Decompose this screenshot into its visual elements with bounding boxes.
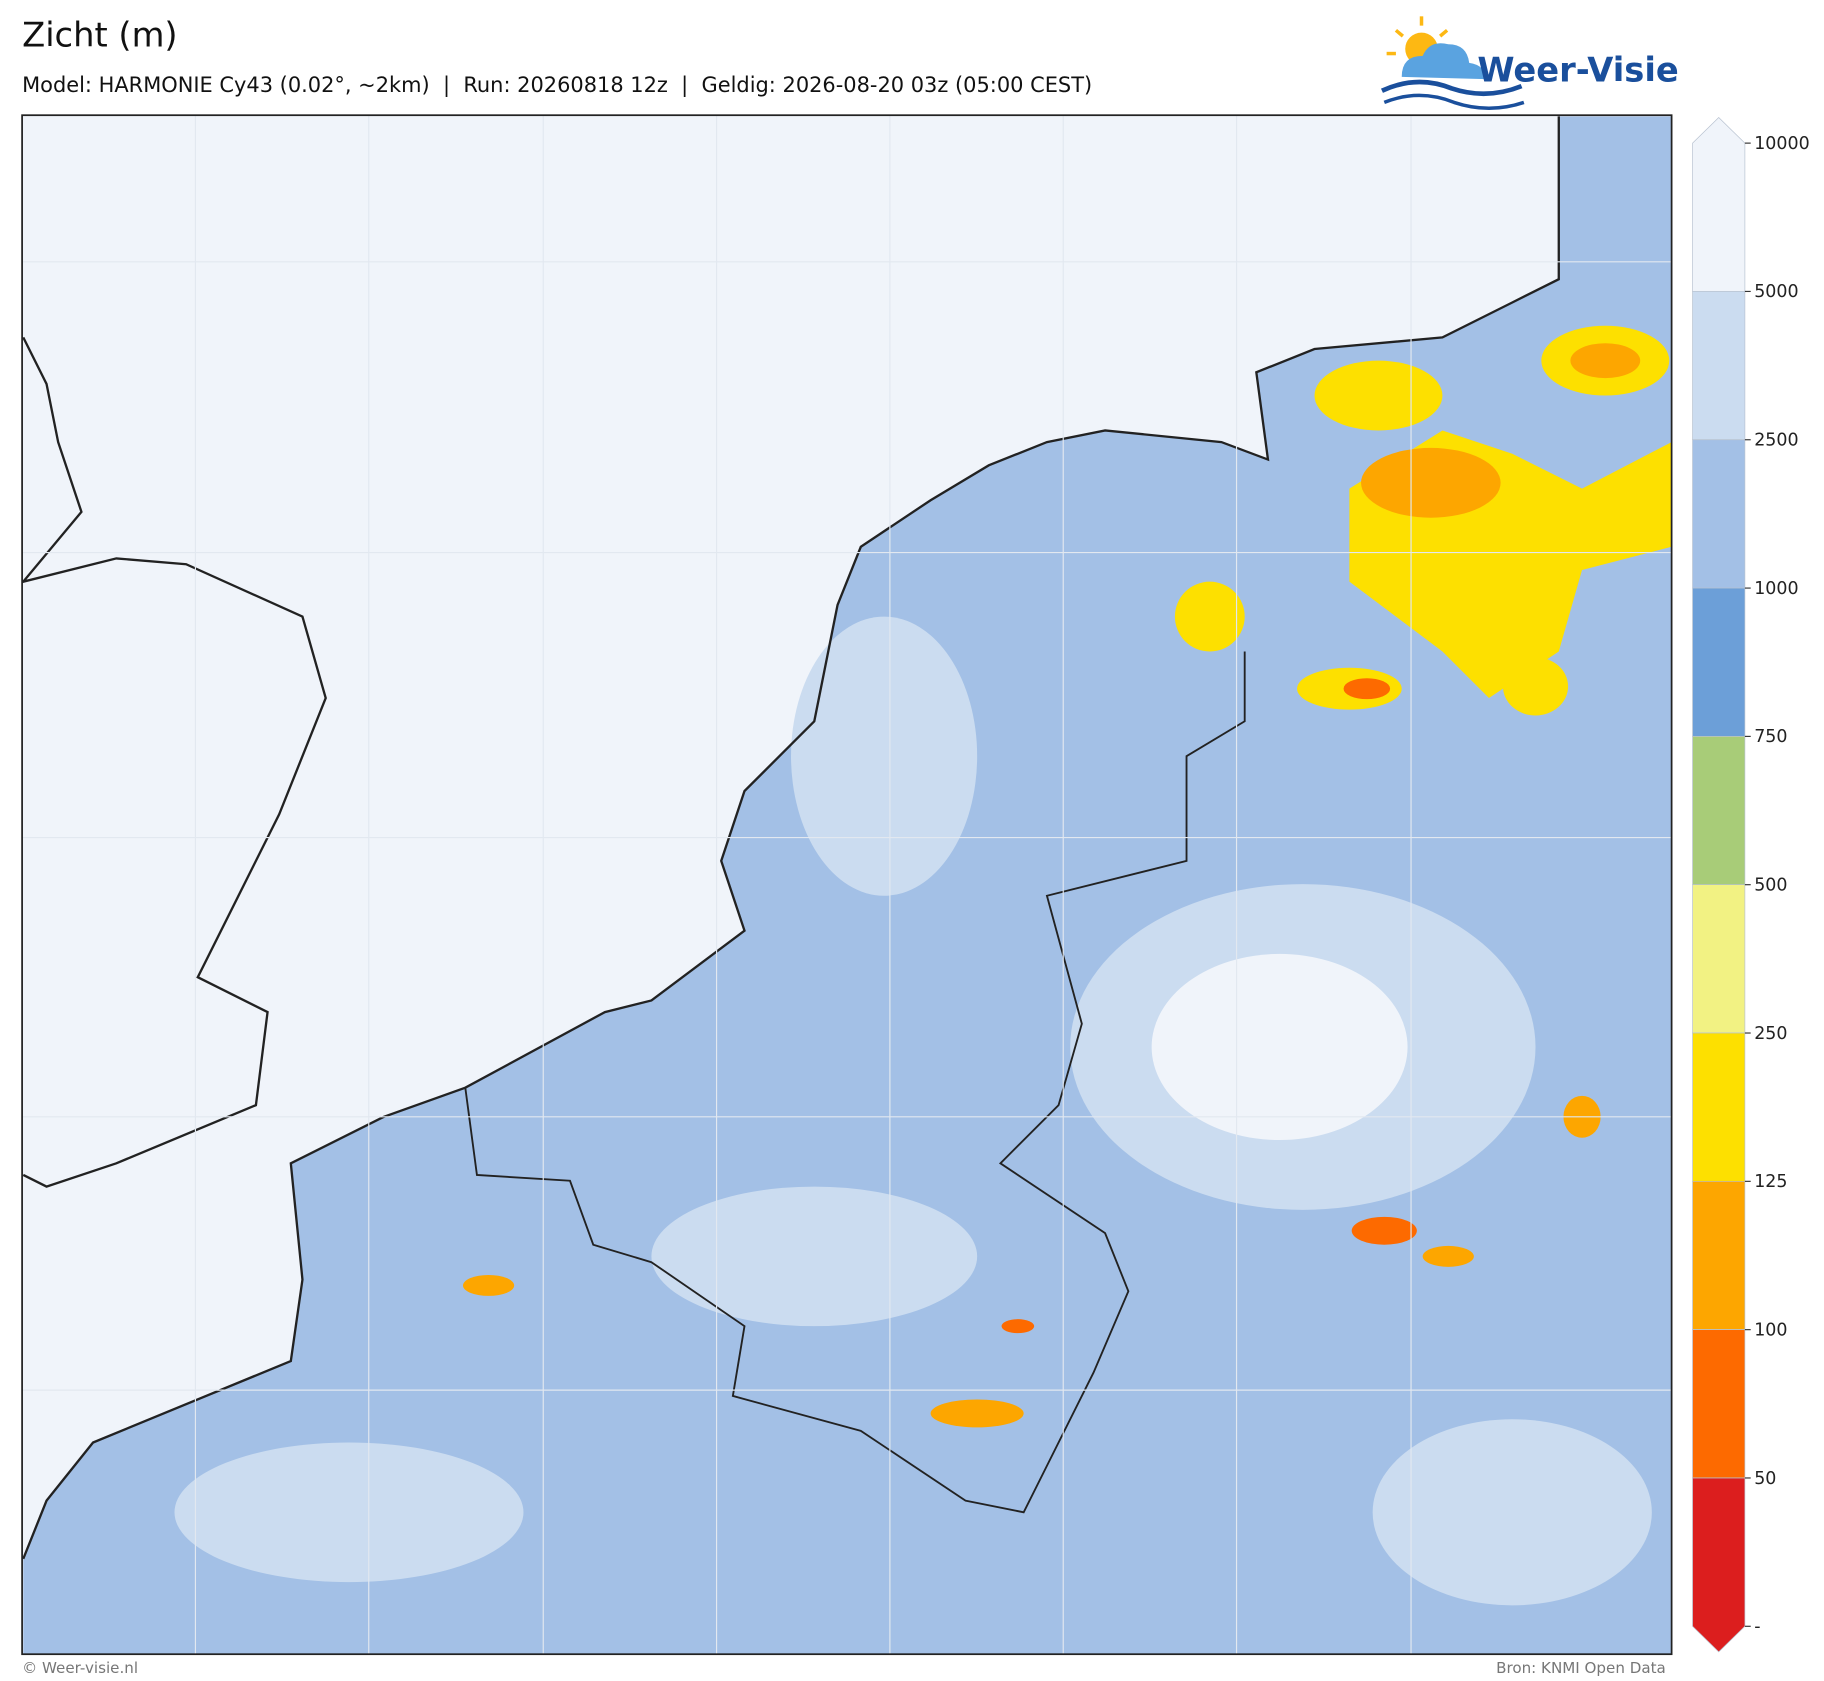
colorbar-label: 50 [1754,1469,1776,1489]
logo: Weer-Visie [1380,16,1679,110]
colorbar-label: 100 [1754,1320,1787,1340]
colorbar-segment [1692,1180,1746,1331]
colorbar-segment [1692,291,1746,441]
footer-left: © Weer-visie.nl [22,1659,138,1677]
colorbar-label: 10000 [1754,134,1809,154]
colorbar-label: 1000 [1754,579,1798,599]
colorbar-label: 5000 [1754,282,1798,302]
map [21,114,1673,1656]
colorbar-segment [1692,736,1746,886]
colorbar-label: 2500 [1754,431,1798,451]
colorbar-segment [1692,884,1746,1034]
colorbar-label: 125 [1754,1172,1787,1192]
colorbar: 10000 5000 2500 1000 750 500 250 125 100 50 - [1692,117,1810,1653]
colorbar-segment [1692,587,1746,737]
footer-right: Bron: KNMI Open Data [1496,1659,1666,1677]
colorbar-segment [1692,439,1746,589]
colorbar-segment [1692,1477,1746,1653]
colorbar-label: 250 [1754,1024,1787,1044]
colorbar-label: - [1754,1617,1760,1637]
colorbar-segment [1692,1329,1746,1479]
subtitle: Model: HARMONIE Cy43 (0.02°, ~2km) | Run… [22,73,1092,98]
colorbar-segment [1692,1032,1746,1182]
colorbar-segment [1692,117,1746,292]
title: Zicht (m) [22,16,177,55]
colorbar-label: 750 [1754,727,1787,747]
colorbar-label: 500 [1754,876,1787,896]
logo-text: Weer-Visie [1477,50,1678,89]
